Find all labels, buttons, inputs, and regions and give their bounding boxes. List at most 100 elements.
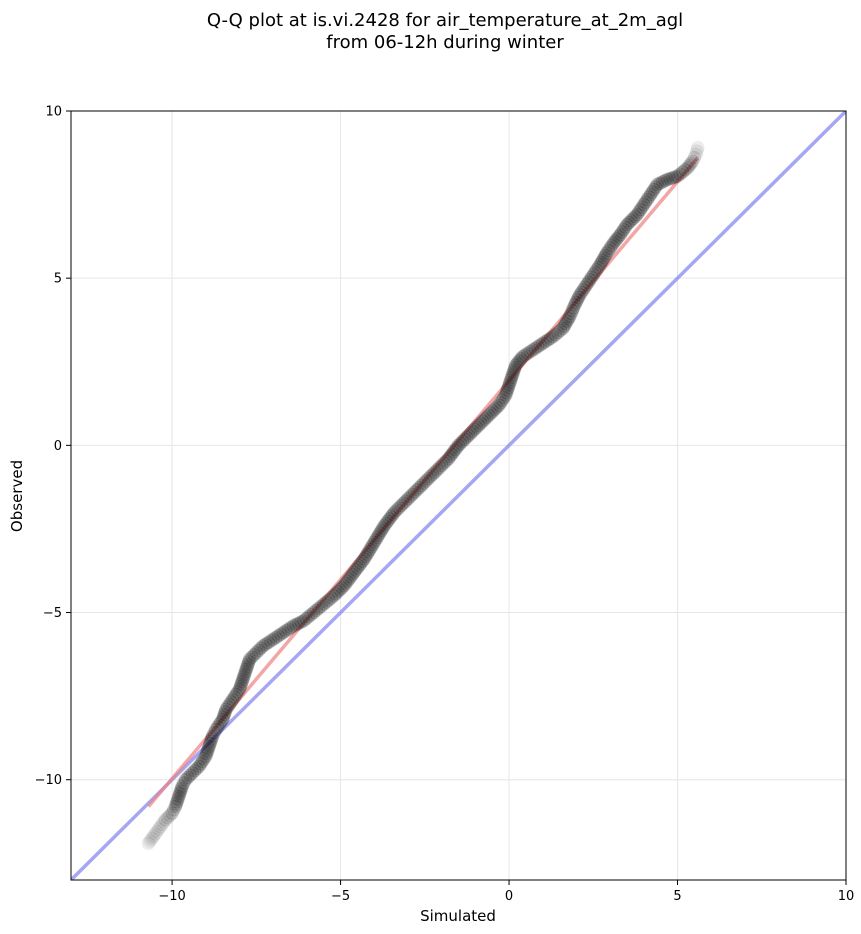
plot-frame	[70, 110, 847, 881]
qq-point	[241, 654, 256, 669]
x-tick-label-0: −10	[158, 889, 185, 904]
qq-point	[203, 736, 217, 751]
qq-point	[506, 365, 521, 380]
qq-point	[638, 195, 653, 210]
qq-point	[570, 293, 585, 307]
qq-point	[633, 202, 648, 217]
qq-point	[345, 567, 360, 582]
qq-point	[687, 150, 702, 165]
qq-point	[643, 187, 658, 202]
qq-point	[566, 300, 581, 315]
qq-point	[197, 751, 211, 766]
qq-point	[530, 339, 545, 354]
qq-point	[143, 833, 158, 848]
qq-point	[591, 260, 606, 275]
qq-point	[567, 298, 582, 312]
qq-point	[613, 227, 628, 242]
qq-point	[357, 552, 372, 566]
qq-point	[655, 175, 670, 189]
x-axis-label: Simulated	[420, 907, 496, 925]
qq-point	[685, 154, 700, 169]
qq-point	[224, 695, 238, 709]
qq-point	[304, 607, 318, 622]
qq-point	[376, 521, 390, 535]
qq-point	[410, 483, 424, 497]
qq-point	[481, 408, 496, 423]
qq-point	[342, 572, 356, 586]
qq-point	[321, 593, 336, 607]
qq-point	[232, 682, 247, 697]
qq-point	[583, 272, 597, 287]
qq-point	[620, 217, 634, 232]
qq-point	[428, 465, 442, 479]
qq-point	[434, 458, 449, 473]
qq-point	[499, 385, 514, 400]
data-points	[141, 140, 705, 851]
qq-point	[291, 616, 306, 631]
qq-point	[564, 306, 578, 321]
qq-point	[158, 812, 173, 827]
qq-point	[558, 316, 573, 331]
qq-point	[640, 192, 655, 207]
qq-point	[548, 327, 563, 342]
qq-point	[586, 267, 601, 282]
qq-point	[477, 412, 492, 427]
y-tick-label-0: −10	[35, 773, 62, 788]
qq-point	[577, 280, 592, 295]
qq-point	[594, 255, 609, 270]
qq-point	[316, 597, 331, 612]
qq-point	[416, 476, 431, 491]
qq-point	[365, 537, 380, 552]
qq-point	[368, 533, 383, 547]
y-tick-label-2: 0	[54, 439, 62, 454]
fit-line	[147, 156, 700, 808]
qq-point	[423, 469, 438, 484]
qq-point	[229, 687, 244, 702]
qq-point	[508, 360, 522, 375]
qq-point	[525, 343, 540, 357]
qq-point	[457, 432, 472, 447]
qq-point	[467, 422, 482, 437]
qq-point	[505, 368, 520, 383]
qq-point	[645, 185, 660, 199]
qq-point	[574, 285, 589, 300]
qq-point	[253, 641, 268, 656]
qq-point	[589, 262, 604, 277]
qq-point	[343, 569, 358, 584]
qq-point	[609, 231, 624, 246]
qq-point	[497, 390, 511, 405]
qq-point	[258, 637, 273, 652]
qq-point	[606, 236, 621, 250]
qq-point	[244, 650, 259, 665]
qq-point	[208, 722, 223, 737]
qq-point	[311, 601, 326, 616]
qq-point	[670, 169, 685, 184]
qq-point	[503, 373, 518, 388]
qq-point	[338, 576, 353, 591]
y-tick-label-4: 10	[45, 105, 62, 120]
qq-point	[599, 246, 614, 260]
qq-point	[266, 632, 281, 647]
qq-point	[523, 344, 538, 359]
qq-point	[230, 685, 245, 699]
qq-point	[432, 460, 447, 475]
qq-point	[448, 442, 463, 457]
qq-point	[306, 605, 321, 620]
qq-point	[579, 277, 594, 292]
qq-point	[533, 338, 548, 352]
qq-point	[171, 792, 185, 806]
qq-point	[178, 772, 193, 787]
qq-point	[358, 549, 373, 564]
qq-point	[234, 677, 249, 692]
qq-point	[495, 393, 510, 408]
qq-point	[204, 731, 219, 746]
qq-point	[689, 144, 704, 159]
qq-point	[203, 734, 218, 749]
qq-point	[562, 309, 577, 324]
qq-point	[392, 500, 406, 515]
qq-point	[276, 625, 291, 640]
qq-point	[348, 563, 363, 578]
qq-point	[195, 754, 210, 769]
qq-point	[222, 697, 237, 712]
